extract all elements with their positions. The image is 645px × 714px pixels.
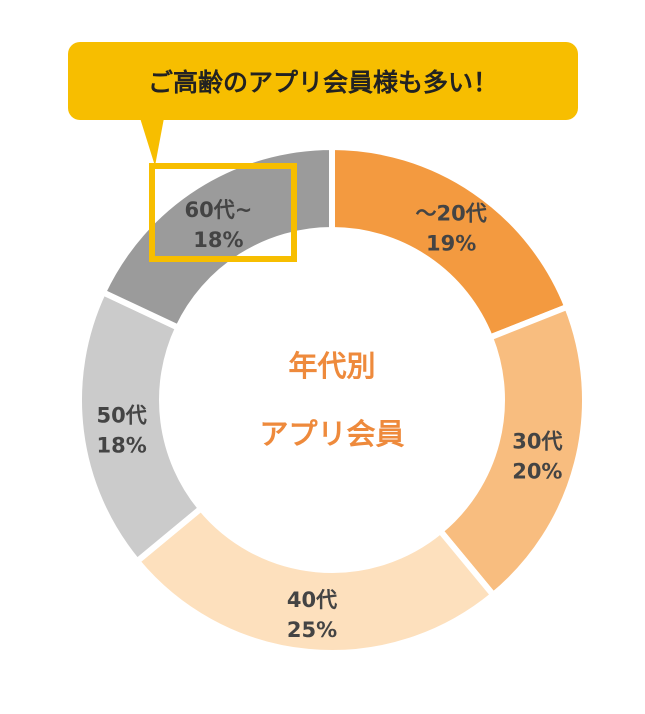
slice-labels: ～20代 19% 30代 20% 40代 25% 50代 18% 60代~ 18% — [97, 198, 563, 642]
callout-pointer — [140, 118, 164, 166]
slice-value-label: 18% — [97, 434, 147, 458]
callout-banner — [68, 42, 578, 120]
slice-category-label: 30代 — [512, 430, 562, 454]
slice-value-label: 18% — [193, 228, 243, 252]
center-title-line-1: 年代別 — [288, 349, 375, 383]
donut-slice-2 — [132, 504, 498, 656]
center-title-line-2: アプリ会員 — [259, 417, 404, 451]
slice-value-label: 25% — [287, 618, 337, 642]
slice-value-label: 20% — [512, 460, 562, 484]
slice-category-label: ～20代 — [416, 202, 487, 226]
slice-category-label: 40代 — [287, 588, 337, 612]
slice-category-label: 50代 — [97, 404, 147, 428]
callout-text: ご高齢のアプリ会員様も多い！ — [148, 68, 498, 97]
slice-value-label: 19% — [426, 232, 476, 256]
slice-category-label: 60代~ — [184, 198, 252, 222]
highlight-box — [149, 163, 297, 262]
